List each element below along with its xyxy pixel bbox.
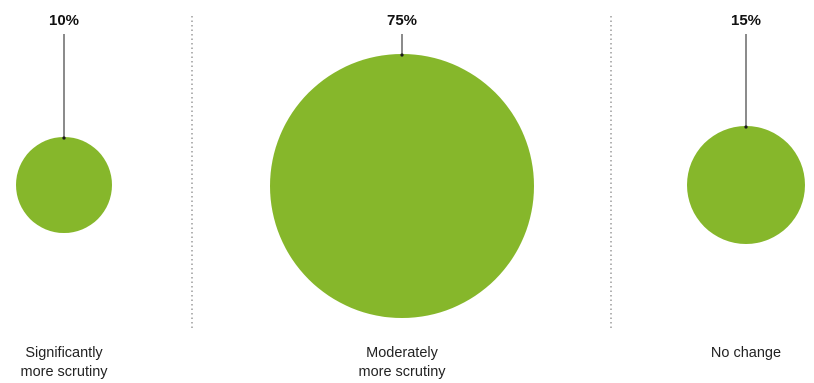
leader-dot-2 — [400, 53, 404, 57]
category-label-3-line-1: No change — [711, 345, 781, 361]
value-labels: 10% 75% 15% — [49, 12, 761, 29]
bubbles — [16, 54, 805, 318]
value-label-3: 15% — [731, 12, 761, 29]
value-label-2: 75% — [387, 12, 417, 29]
bubble-3 — [687, 126, 805, 244]
leader-dot-3 — [744, 125, 748, 129]
category-label-2-line-2: more scrutiny — [358, 364, 446, 380]
category-label-2-line-1: Moderately — [366, 345, 438, 361]
category-label-1-line-1: Significantly — [25, 345, 103, 361]
bubble-1 — [16, 137, 112, 233]
leader-dot-1 — [62, 136, 66, 140]
category-labels: Significantly more scrutiny Moderately more… — [20, 345, 781, 380]
value-label-1: 10% — [49, 12, 79, 29]
leader-lines — [62, 34, 748, 140]
bubble-2 — [270, 54, 534, 318]
category-label-1-line-2: more scrutiny — [20, 364, 108, 380]
